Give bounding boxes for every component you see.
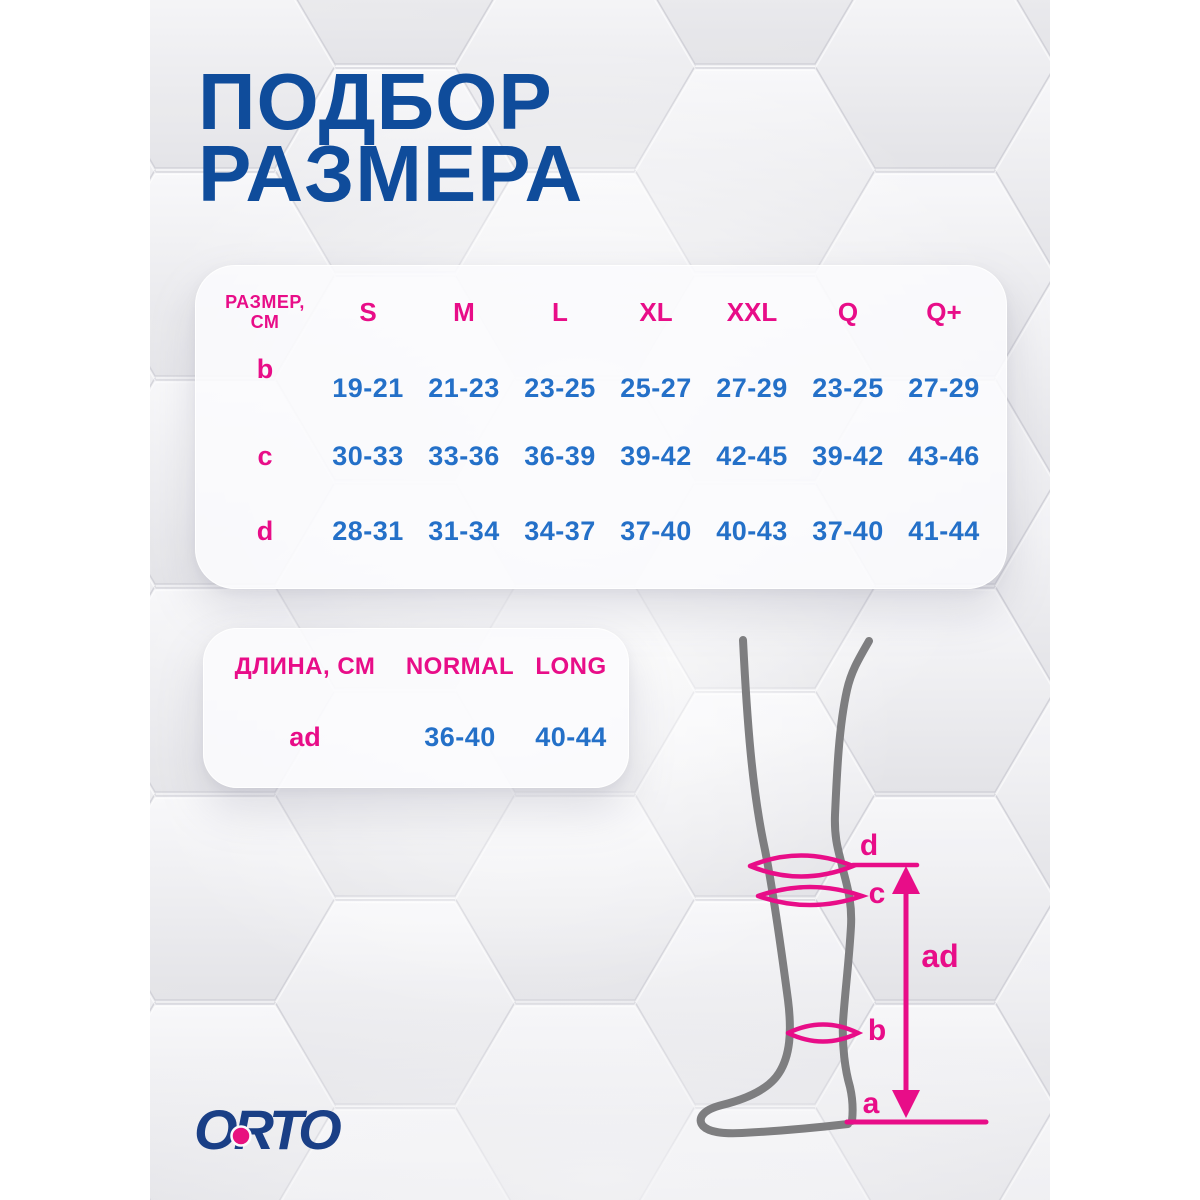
leg-front-outline xyxy=(830,637,873,1125)
length-table-value-row: ad 36-40 40-44 xyxy=(204,705,628,769)
table-row-b: b 19-21 21-23 23-25 25-27 27-29 23-25 27… xyxy=(196,354,1006,418)
row-label-ad: ad xyxy=(289,721,321,752)
cell-b-m: 21-23 xyxy=(428,372,500,403)
cell-d-xxl: 40-43 xyxy=(716,515,788,546)
cell-ad-normal: 36-40 xyxy=(424,721,496,752)
cell-d-xl: 37-40 xyxy=(620,515,692,546)
column-header-qplus: Q+ xyxy=(926,296,962,327)
cell-b-s: 19-21 xyxy=(332,372,404,403)
cell-d-m: 31-34 xyxy=(428,515,500,546)
ad-arrowhead-up xyxy=(892,866,920,894)
marker-label-a: a xyxy=(863,1087,880,1120)
column-header-q: Q xyxy=(837,296,859,327)
marker-label-ad: ad xyxy=(921,938,958,974)
girth-ring-b xyxy=(785,1022,864,1044)
artwork-canvas: ПОДБОР РАЗМЕРА РАЗМЕР, СМ S M L XL XXL Q… xyxy=(150,0,1050,1200)
cell-b-l: 23-25 xyxy=(524,372,596,403)
row-label-d: d xyxy=(256,515,274,546)
column-header-xl: XL xyxy=(639,296,673,327)
marker-label-b: b xyxy=(868,1014,886,1047)
page-title-line2: РАЗМЕРА xyxy=(198,129,584,218)
size-table-card: РАЗМЕР, СМ S M L XL XXL Q Q+ b 19-21 21-… xyxy=(195,265,1007,589)
cell-d-qplus: 41-44 xyxy=(908,515,980,546)
column-header-m: M xyxy=(453,296,475,327)
cell-c-m: 33-36 xyxy=(428,440,500,471)
cell-ad-long: 40-44 xyxy=(535,721,607,752)
leg-back-outline xyxy=(696,636,852,1138)
marker-label-d: d xyxy=(860,829,878,862)
marker-label-c: c xyxy=(869,877,886,910)
corner-label-line1: РАЗМЕР, xyxy=(225,292,305,312)
cell-d-q: 37-40 xyxy=(812,515,884,546)
cell-c-qplus: 43-46 xyxy=(908,440,980,471)
cell-d-s: 28-31 xyxy=(332,515,404,546)
cell-b-qplus: 27-29 xyxy=(908,372,980,403)
length-table-card: ДЛИНА, СМ NORMAL LONG ad 36-40 40-44 xyxy=(203,628,629,788)
table-row-d: d 28-31 31-34 34-37 37-40 40-43 37-40 41… xyxy=(196,494,1006,568)
column-header-s: S xyxy=(359,296,377,327)
table-row-c: c 30-33 33-36 36-39 39-42 42-45 39-42 43… xyxy=(196,418,1006,494)
page-title-line1: ПОДБОР xyxy=(198,57,553,146)
cell-b-q: 23-25 xyxy=(812,372,884,403)
column-header-normal: NORMAL xyxy=(405,653,515,680)
cell-c-l: 36-39 xyxy=(524,440,596,471)
size-table-corner-label: РАЗМЕР, СМ xyxy=(210,292,320,332)
cell-c-s: 30-33 xyxy=(332,440,404,471)
size-table-header-row: РАЗМЕР, СМ S M L XL XXL Q Q+ xyxy=(196,266,1006,358)
row-label-b: b xyxy=(256,353,274,384)
row-label-c: c xyxy=(257,440,273,471)
brand-logo: ORTO xyxy=(194,1098,345,1161)
corner-label-line2: СМ xyxy=(250,312,280,332)
leg-measurement-diagram: d c b a ad xyxy=(696,636,989,1138)
cell-b-xxl: 27-29 xyxy=(716,372,788,403)
column-header-long: LONG xyxy=(535,653,607,680)
ad-arrowhead-down xyxy=(892,1090,920,1118)
cell-b-xl: 25-27 xyxy=(620,372,692,403)
brand-logo-text: ORTO xyxy=(194,1098,341,1161)
length-table-title: ДЛИНА, СМ xyxy=(234,653,376,680)
girth-ring-c xyxy=(755,884,869,908)
cell-c-xxl: 42-45 xyxy=(716,440,788,471)
column-header-l: L xyxy=(552,296,568,327)
column-header-xxl: XXL xyxy=(726,296,778,327)
cell-c-xl: 39-42 xyxy=(620,440,692,471)
length-table-header-row: ДЛИНА, СМ NORMAL LONG xyxy=(204,629,628,705)
cell-d-l: 34-37 xyxy=(524,515,596,546)
cell-c-q: 39-42 xyxy=(812,440,884,471)
page-title: ПОДБОР РАЗМЕРА xyxy=(198,57,584,218)
brand-logo-dot-icon xyxy=(230,1125,252,1147)
